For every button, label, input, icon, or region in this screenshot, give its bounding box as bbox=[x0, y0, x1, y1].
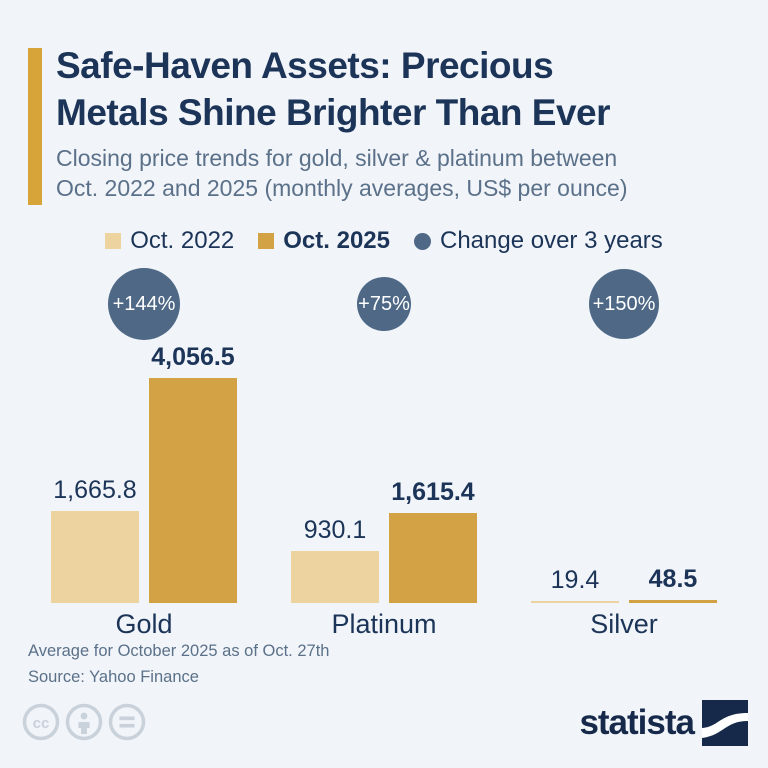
cc-icon: cc bbox=[22, 703, 60, 741]
chart-group-silver: +150% 19.4 48.5 Silver bbox=[531, 268, 717, 648]
category-label: Platinum bbox=[331, 609, 437, 639]
title-accent-bar bbox=[28, 48, 42, 205]
legend-item-change: Change over 3 years bbox=[414, 227, 663, 255]
bar-pair: 19.4 48.5 bbox=[531, 565, 717, 603]
oct-2025-swatch bbox=[258, 233, 275, 249]
subtitle-line-1: Closing price trends for gold, silver & … bbox=[56, 145, 618, 171]
statista-logo-icon bbox=[702, 700, 748, 746]
legend-label: Oct. 2022 bbox=[130, 227, 235, 254]
bar-2022-value-label: 930.1 bbox=[303, 516, 367, 544]
bar-2022-column: 930.1 bbox=[291, 516, 379, 603]
bar-2025 bbox=[389, 513, 477, 603]
bar-2025 bbox=[149, 378, 237, 603]
bar-2022-value-label: 19.4 bbox=[550, 566, 600, 594]
change-bubble: +150% bbox=[589, 269, 659, 339]
statista-wordmark: statista bbox=[579, 703, 695, 742]
bar-2025-column: 1,615.4 bbox=[389, 478, 477, 603]
change-percentage-label: +144% bbox=[112, 292, 176, 315]
bar-2025 bbox=[629, 600, 717, 603]
bar-2025-value-label: 4,056.5 bbox=[151, 343, 235, 371]
title-line-1: Safe-Haven Assets: Precious bbox=[56, 45, 554, 86]
bar-2022-value-label: 1,665.8 bbox=[53, 476, 137, 504]
legend-item-oct-2022: Oct. 2022 bbox=[105, 227, 234, 255]
bar-2022 bbox=[531, 601, 619, 603]
legend-label: Oct. 2025 bbox=[283, 227, 390, 254]
bar-pair: 1,665.8 4,056.5 bbox=[51, 343, 237, 603]
equals-icon bbox=[108, 703, 146, 741]
category-label: Silver bbox=[590, 609, 658, 639]
page-title: Safe-Haven Assets: Precious Metals Shine… bbox=[56, 42, 611, 136]
change-percentage-label: +150% bbox=[592, 292, 656, 315]
bar-2025-value-label: 1,615.4 bbox=[391, 478, 475, 506]
footnote-source: Source: Yahoo Finance bbox=[28, 668, 199, 686]
legend-item-oct-2025: Oct. 2025 bbox=[258, 227, 390, 255]
change-percentage-label: +75% bbox=[358, 292, 410, 315]
license-icons: cc bbox=[22, 703, 146, 741]
chart-group-platinum: +75% 930.1 1,615.4 Platinum bbox=[291, 268, 477, 648]
bar-2025-value-label: 48.5 bbox=[648, 565, 698, 593]
bar-2022-column: 1,665.8 bbox=[51, 476, 139, 603]
bar-2025-column: 4,056.5 bbox=[149, 343, 237, 603]
statista-branding: statista bbox=[579, 700, 748, 746]
attribution-person-icon bbox=[65, 703, 103, 741]
oct-2022-swatch bbox=[105, 233, 122, 249]
svg-text:cc: cc bbox=[33, 715, 50, 732]
page-subtitle: Closing price trends for gold, silver & … bbox=[56, 143, 628, 203]
change-bubble: +144% bbox=[108, 268, 180, 340]
bar-2022-column: 19.4 bbox=[531, 566, 619, 603]
category-label: Gold bbox=[115, 609, 173, 639]
bar-2025-column: 48.5 bbox=[629, 565, 717, 603]
bar-2022 bbox=[51, 511, 139, 603]
subtitle-line-2: Oct. 2022 and 2025 (monthly averages, US… bbox=[56, 175, 628, 201]
footnotes: Average for October 2025 as of Oct. 27th… bbox=[28, 638, 329, 690]
legend: Oct. 2022 Oct. 2025 Change over 3 years bbox=[0, 227, 768, 255]
bar-2022 bbox=[291, 551, 379, 603]
footnote-average: Average for October 2025 as of Oct. 27th bbox=[28, 642, 330, 660]
change-swatch-circle bbox=[414, 232, 431, 250]
bar-pair: 930.1 1,615.4 bbox=[291, 478, 477, 603]
title-line-2: Metals Shine Brighter Than Ever bbox=[56, 92, 611, 133]
legend-label: Change over 3 years bbox=[440, 227, 663, 254]
change-bubble: +75% bbox=[357, 277, 411, 331]
chart-group-gold: +144% 1,665.8 4,056.5 Gold bbox=[51, 268, 237, 648]
